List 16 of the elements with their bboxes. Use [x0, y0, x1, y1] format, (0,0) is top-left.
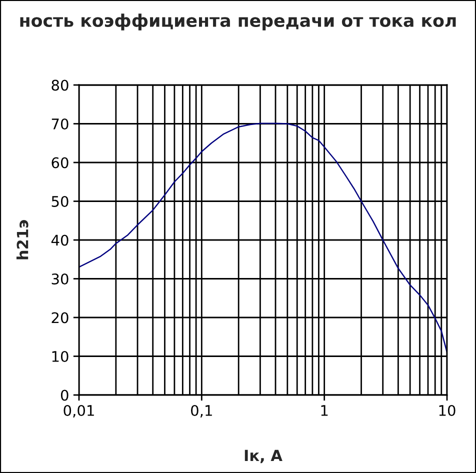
x-tick-label: 1 — [321, 405, 328, 416]
y-tick-label: 10 — [52, 350, 68, 362]
x-tick-label: 0,1 — [191, 404, 212, 418]
y-axis-title: h21э — [16, 220, 28, 260]
y-tick-label: 70 — [52, 118, 68, 130]
y-tick-label: 50 — [52, 196, 68, 207]
x-tick-label: 10 — [439, 404, 456, 416]
x-tick-label: 0,01 — [64, 404, 94, 418]
y-tick-label: 20 — [52, 312, 68, 324]
chart-title: ность коэффициента передачи от тока кол — [20, 14, 456, 30]
y-tick-label: 30 — [52, 273, 68, 284]
y-tick-label: 40 — [51, 234, 68, 246]
y-tick-label: 80 — [52, 80, 68, 91]
x-axis-title: Iк, А — [244, 450, 282, 464]
y-tick-label: 0 — [60, 390, 68, 401]
y-tick-label: 60 — [52, 157, 68, 168]
